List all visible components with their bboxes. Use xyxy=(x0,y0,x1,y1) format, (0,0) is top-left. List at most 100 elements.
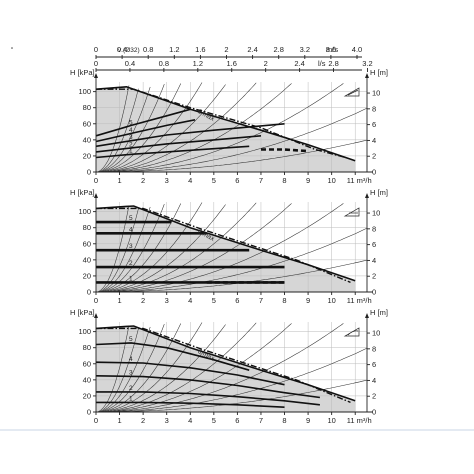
y-axis-title: H [kPa] xyxy=(70,308,95,317)
x-tick-label: 9 xyxy=(306,176,310,185)
v-tick-label: 3.2 xyxy=(300,45,310,54)
y2-axis-title: H [m] xyxy=(370,68,388,77)
x-tick-label: 1 xyxy=(117,416,121,425)
y2-tick-label: 8 xyxy=(372,104,376,113)
system-curve xyxy=(96,323,344,413)
y2-axis-title: H [m] xyxy=(370,308,388,317)
series-curve-4 xyxy=(95,119,196,143)
mode-icon-stroke xyxy=(347,330,359,336)
y2-tick-label: 0 xyxy=(372,288,376,297)
y2-tick-label: 0 xyxy=(372,168,376,177)
q-tick-label: 0.4 xyxy=(125,59,135,68)
x-tick-label: 3 xyxy=(165,176,169,185)
x-tick-label: 10 xyxy=(327,296,335,305)
y-axis-arrow xyxy=(94,313,98,318)
y2-axis-arrow xyxy=(365,73,369,78)
y2-axis-arrow xyxy=(365,313,369,318)
x-tick-label: 0 xyxy=(94,176,98,185)
y-tick-label: 0 xyxy=(87,408,91,417)
x-tick-label: 2 xyxy=(141,296,145,305)
operating-area xyxy=(96,326,356,412)
x-tick-label: 0 xyxy=(94,296,98,305)
v-tick-label: 2.4 xyxy=(247,45,257,54)
y2-tick-label: 6 xyxy=(372,360,376,369)
x-tick-label: 5 xyxy=(212,176,216,185)
v-tick-label: 2.8 xyxy=(273,45,283,54)
q-tick-label: 3.2 xyxy=(362,59,372,68)
series-curve-3 xyxy=(95,375,321,399)
y-tick-label: 20 xyxy=(83,151,91,160)
x-tick-label: 8 xyxy=(282,296,286,305)
y-tick-label: 100 xyxy=(78,87,91,96)
v-tick-label: 1.2 xyxy=(169,45,179,54)
q-tick-label: 0 xyxy=(94,59,98,68)
system-curve xyxy=(95,83,182,173)
series-curve-3 xyxy=(95,123,285,148)
y2-tick-label: 4 xyxy=(372,136,376,145)
series-curve-2 xyxy=(96,391,320,406)
x-tick-label: 11 m³/h xyxy=(347,296,372,305)
q-tick-label: 1.2 xyxy=(193,59,203,68)
v-unit: m/s xyxy=(326,45,338,54)
v-tick-label: 0.8 xyxy=(143,45,153,54)
v-tick-label: 0 xyxy=(94,45,98,54)
x-tick-label: 10 xyxy=(327,416,335,425)
system-curve xyxy=(95,326,151,413)
x-tick-label: 9 xyxy=(306,296,310,305)
series-label: 4 xyxy=(129,226,133,233)
x-tick-label: 8 xyxy=(282,176,286,185)
y-tick-label: 100 xyxy=(78,207,91,216)
y2-tick-label: 0 xyxy=(372,408,376,417)
series-curve-4 xyxy=(95,361,285,386)
y-tick-label: 60 xyxy=(83,119,91,128)
series-curve-1 xyxy=(96,401,285,408)
v-tick-label: 4.0 xyxy=(352,45,362,54)
y-axis-title: H [kPa] xyxy=(70,188,95,197)
x-tick-label: 6 xyxy=(235,296,239,305)
system-curve xyxy=(95,205,130,293)
system-curve xyxy=(96,323,292,413)
series-label: 3 xyxy=(129,134,133,141)
y2-axis-arrow xyxy=(365,193,369,198)
system-curve xyxy=(96,202,203,293)
x-tick-label: 6 xyxy=(235,176,239,185)
system-curve xyxy=(96,202,257,293)
y-tick-label: 60 xyxy=(83,359,91,368)
y-tick-label: 20 xyxy=(83,271,91,280)
y-axis-arrow xyxy=(94,193,98,198)
v-tick-label: 3.6 xyxy=(326,45,336,54)
system-curve xyxy=(95,203,182,293)
x-tick-label: 4 xyxy=(188,416,192,425)
series-label: 1 xyxy=(129,148,133,155)
x-tick-label: 7 xyxy=(259,176,263,185)
x-tick-label: 0 xyxy=(94,416,98,425)
v-tick-label: 0.4 xyxy=(117,45,127,54)
system-curve xyxy=(96,84,226,173)
y2-tick-label: 10 xyxy=(372,89,380,98)
y2-tick-label: 4 xyxy=(372,256,376,265)
mode-icon xyxy=(343,87,360,97)
x-tick-label: 8 xyxy=(282,416,286,425)
q-tick-label: 1.6 xyxy=(227,59,237,68)
series-label: 3 xyxy=(129,243,133,250)
y-tick-label: 80 xyxy=(83,103,91,112)
q-unit: l/s xyxy=(318,59,326,68)
q-tick-label: 2 xyxy=(264,59,268,68)
system-curve xyxy=(96,227,368,293)
y-tick-label: 80 xyxy=(83,343,91,352)
x-tick-label: 4 xyxy=(188,176,192,185)
x-tick-label: 5 xyxy=(212,416,216,425)
top-scales: 0 0.4 0.8 1.2 1.6 2 2.4 2.8 3.2 3.6 4.0v (Ø32) m/s0… xyxy=(11,45,373,72)
y-tick-label: 20 xyxy=(83,391,91,400)
x-tick-label: 6 xyxy=(235,416,239,425)
y-tick-label: 100 xyxy=(78,327,91,336)
x-tick-label: 7 xyxy=(259,296,263,305)
y-tick-label: 80 xyxy=(83,223,91,232)
q-tick-label: 2.4 xyxy=(294,59,304,68)
y2-tick-label: 4 xyxy=(372,376,376,385)
x-tick-label: 7 xyxy=(259,416,263,425)
y2-axis-title: H [m] xyxy=(370,188,388,197)
system-curve xyxy=(96,322,203,413)
